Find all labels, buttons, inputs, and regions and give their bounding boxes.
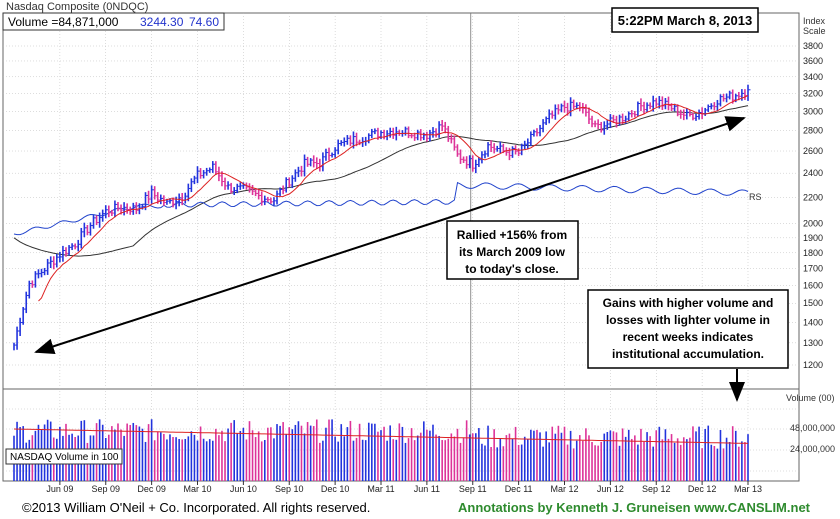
timestamp: 5:22PM March 8, 2013 [618,13,752,28]
price-readout: 3244.30 [140,15,184,29]
price-tick-1700: 1700 [803,264,823,274]
time-tick-3: Mar 10 [183,484,211,494]
time-tick-1: Sep 09 [91,484,120,494]
accumulation-annotation-line-2: losses with lighter volume in [606,313,770,327]
price-tick-3000: 3000 [803,106,823,116]
time-tick-7: Mar 11 [367,484,394,494]
price-tick-2000: 2000 [803,219,823,229]
price-tick-3600: 3600 [803,56,823,66]
price-tick-1600: 1600 [803,280,823,290]
time-tick-2: Dec 09 [137,484,166,494]
price-tick-1300: 1300 [803,338,823,348]
time-tick-8: Jun 11 [414,484,440,494]
price-tick-1800: 1800 [803,248,823,258]
accumulation-annotation: Gains with higher volume and losses with… [587,289,789,369]
time-tick-0: Jun 09 [46,484,73,494]
volume-axis-title: Volume (00) [786,393,835,403]
scale-label: Scale [803,26,826,36]
time-tick-11: Mar 12 [550,484,578,494]
time-axis: Jun 09 Sep 09 Dec 09 Mar 10 Jun 10 Sep 10 Dec … [46,481,762,494]
volume-bars [13,419,749,481]
change-readout: 74.60 [189,15,219,29]
annotation-credit: Annotations by Kenneth J. Gruneisen www.… [458,500,810,515]
price-axis: 1200 1300 1400 1500 1600 1700 1800 1900 2000 2200… [803,41,823,370]
rally-arrow-right [447,116,746,219]
rally-annotation: Rallied +156% from its March 2009 low to… [446,220,579,280]
rally-arrow-left [34,217,449,355]
volume-panel-label: NASDAQ Volume in 100 [10,452,119,463]
time-gridlines [59,13,749,481]
index-label: Index [803,16,826,26]
ma-50-line [38,95,749,302]
time-tick-6: Dec 10 [321,484,350,494]
price-tick-1400: 1400 [803,317,823,327]
rally-annotation-line-1: Rallied +156% from [457,228,567,242]
rally-annotation-line-3: to today's close. [465,262,559,276]
header-box [2,12,225,31]
volume-average-line [13,428,749,444]
price-tick-3400: 3400 [803,72,823,82]
price-tick-2400: 2400 [803,168,823,178]
footer: ©2013 William O'Neil + Co. Incorporated.… [0,497,840,519]
price-tick-3800: 3800 [803,41,823,51]
rally-annotation-line-2: its March 2009 low [459,245,566,259]
volume-panel-frame [2,388,800,482]
volume-label-box [5,448,123,465]
price-tick-1500: 1500 [803,298,823,308]
accumulation-annotation-line-3: recent weeks indicates [623,330,754,344]
time-tick-13: Sep 12 [642,484,671,494]
price-tick-2200: 2200 [803,192,823,202]
price-tick-1900: 1900 [803,233,823,243]
time-tick-10: Dec 11 [505,484,533,494]
rs-label: RS [749,192,762,202]
timestamp-box [611,7,759,33]
time-tick-9: Sep 11 [459,484,487,494]
time-tick-4: Jun 10 [230,484,257,494]
volume-tick-48m: 48,000,000 [790,423,835,433]
accumulation-annotation-line-1: Gains with higher volume and [603,296,774,310]
stock-chart: Nasdaq Composite (0NDQC) Volume =84,871,… [2,1,835,494]
volume-readout: Volume =84,871,000 [8,15,119,29]
volume-tick-24m: 24,000,000 [790,444,835,454]
time-tick-14: Dec 12 [688,484,717,494]
chart-title: Nasdaq Composite (0NDQC) [6,1,148,13]
price-tick-3200: 3200 [803,89,823,99]
time-tick-5: Sep 10 [275,484,304,494]
copyright-text: ©2013 William O'Neil + Co. Incorporated.… [22,500,371,515]
accumulation-annotation-line-4: institutional accumulation. [612,347,764,361]
price-tick-1200: 1200 [803,360,823,370]
time-tick-12: Jun 12 [597,484,624,494]
price-tick-2600: 2600 [803,146,823,156]
time-tick-15: Mar 13 [734,484,762,494]
price-tick-2800: 2800 [803,126,823,136]
